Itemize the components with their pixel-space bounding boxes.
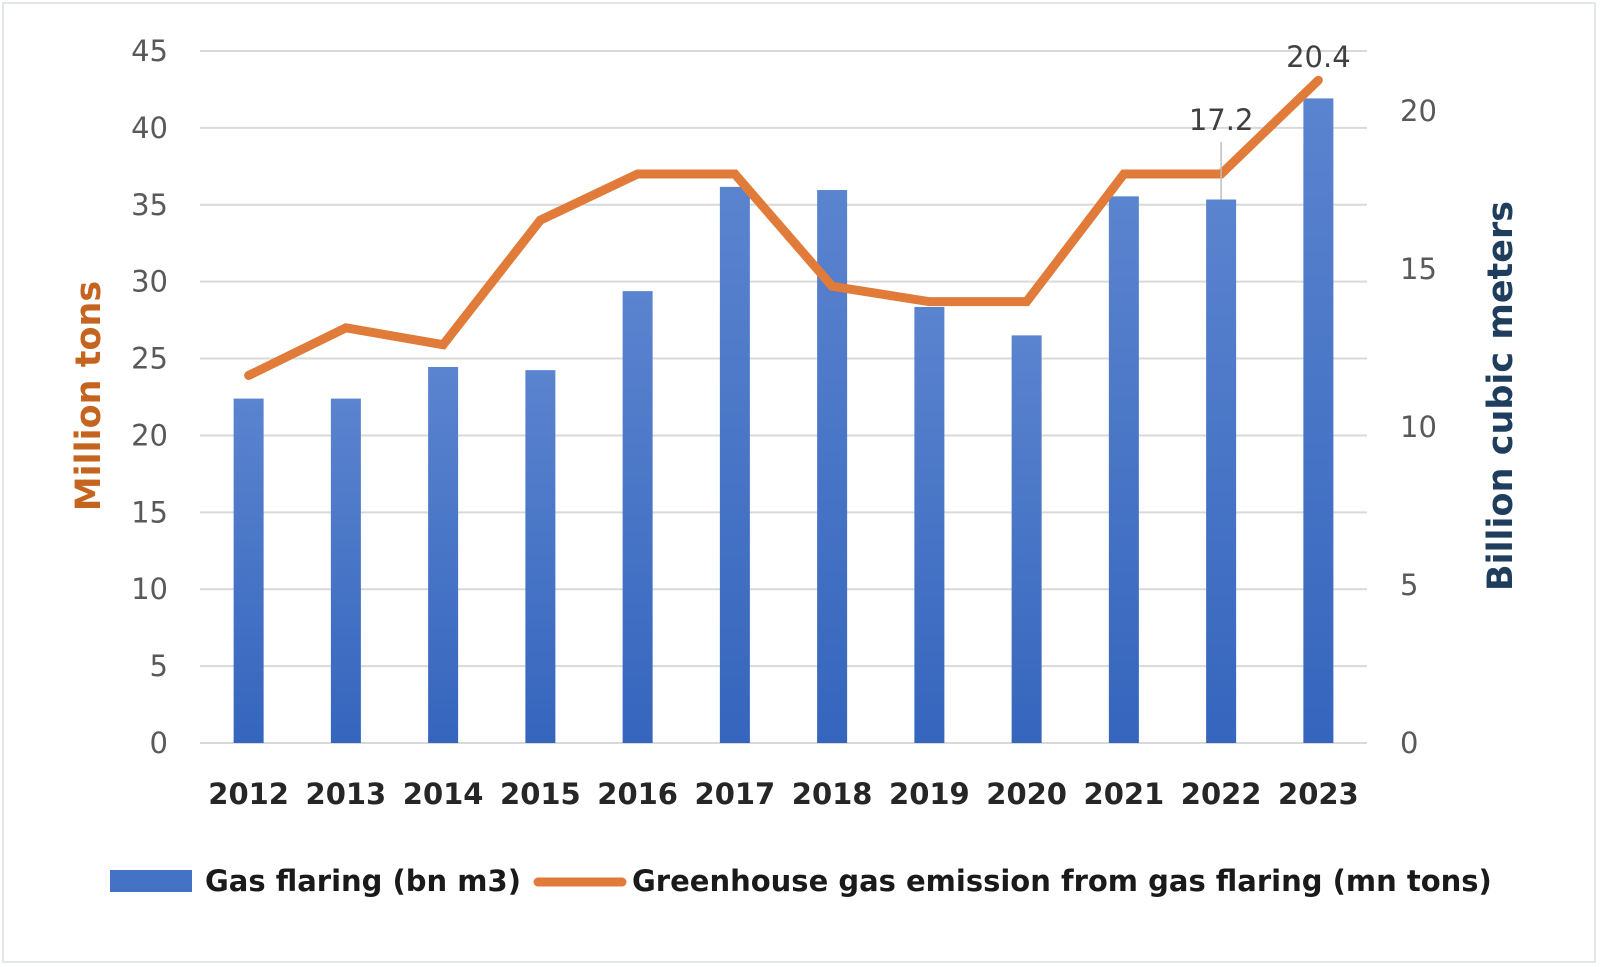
emission-line — [244, 75, 1323, 380]
x-tick-label: 2023 — [1278, 777, 1359, 811]
bar-2015 — [525, 370, 556, 743]
x-tick-label: 2021 — [1084, 777, 1165, 811]
right-tick-label: 10 — [1400, 410, 1437, 444]
x-tick-label: 2020 — [986, 777, 1067, 811]
left-axis-ticks: 0 5 10 15 20 25 30 35 40 45 — [131, 34, 168, 760]
right-tick-label: 20 — [1400, 94, 1437, 128]
left-tick-label: 40 — [131, 111, 168, 145]
bar-2021 — [1108, 196, 1139, 744]
right-tick-label: 15 — [1400, 252, 1437, 286]
legend-line-label: Greenhouse gas emission from gas flaring… — [632, 864, 1492, 898]
left-tick-label: 10 — [131, 572, 168, 606]
emission-line-path — [244, 75, 1323, 380]
legend: Gas flaring (bn m3) Greenhouse gas emiss… — [110, 864, 1492, 898]
bar-2019 — [914, 306, 945, 743]
data-label-2023: 20.4 — [1286, 40, 1351, 74]
bar-2023 — [1303, 98, 1334, 743]
right-tick-label: 5 — [1400, 568, 1418, 602]
left-tick-label: 25 — [131, 342, 168, 376]
left-tick-label: 15 — [131, 495, 168, 529]
x-tick-label: 2022 — [1181, 777, 1262, 811]
right-axis-ticks: 0 5 10 15 20 — [1400, 94, 1437, 760]
gridlines — [200, 50, 1367, 744]
left-tick-label: 30 — [131, 265, 168, 299]
bar-2014 — [428, 366, 459, 743]
left-tick-label: 5 — [150, 649, 168, 683]
x-tick-label: 2013 — [306, 777, 387, 811]
bar-2017 — [719, 186, 750, 744]
data-labels: 17.2 20.4 — [1189, 40, 1351, 200]
x-tick-label: 2019 — [889, 777, 970, 811]
x-tick-label: 2015 — [500, 777, 581, 811]
x-tick-label: 2017 — [695, 777, 776, 811]
x-tick-label: 2016 — [597, 777, 678, 811]
data-label-2022: 17.2 — [1189, 103, 1254, 137]
bars — [233, 98, 1334, 744]
left-tick-label: 0 — [150, 726, 168, 760]
x-tick-label: 2014 — [403, 777, 484, 811]
bar-2020 — [1011, 335, 1042, 743]
right-axis-title: Billion cubic meters — [1481, 201, 1521, 591]
legend-bar-label: Gas flaring (bn m3) — [205, 864, 521, 898]
bar-2012 — [233, 398, 264, 743]
left-tick-label: 35 — [131, 188, 168, 222]
x-tick-label: 2012 — [208, 777, 289, 811]
x-axis-ticks: 2012 2013 2014 2015 2016 2017 2018 2019 2020 2021… — [208, 777, 1358, 811]
x-tick-label: 2018 — [792, 777, 873, 811]
legend-bar-swatch — [110, 870, 192, 892]
left-axis-title: Million tons — [69, 281, 109, 512]
right-tick-label: 0 — [1400, 726, 1418, 760]
bar-2022 — [1206, 199, 1237, 743]
left-tick-label: 20 — [131, 418, 168, 452]
bar-2013 — [330, 398, 361, 743]
left-tick-label: 45 — [131, 34, 168, 68]
bar-2016 — [622, 291, 653, 743]
